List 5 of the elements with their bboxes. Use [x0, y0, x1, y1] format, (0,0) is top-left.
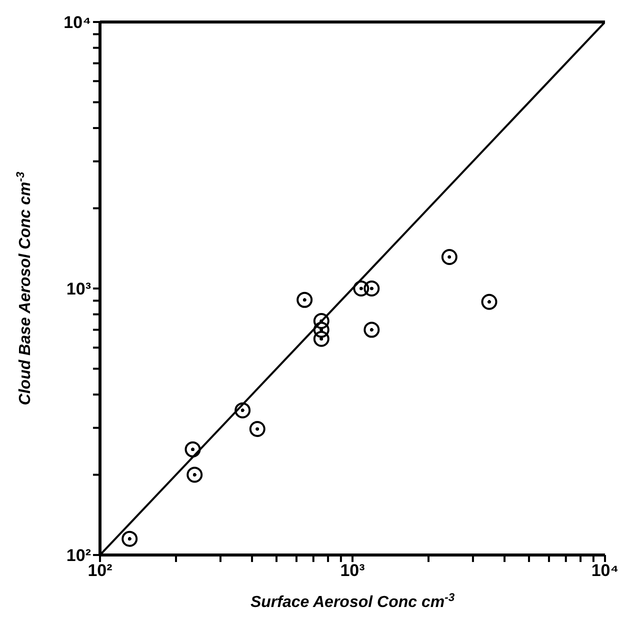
y-tick-label: 10⁴ [64, 13, 91, 32]
x-tick-label: 10³ [340, 561, 366, 580]
x-tick-label: 10⁴ [591, 561, 619, 580]
y-tick-label: 10³ [66, 280, 92, 299]
x-axis-title: Surface Aerosol Conc cm$^{-3}$ [250, 592, 456, 611]
